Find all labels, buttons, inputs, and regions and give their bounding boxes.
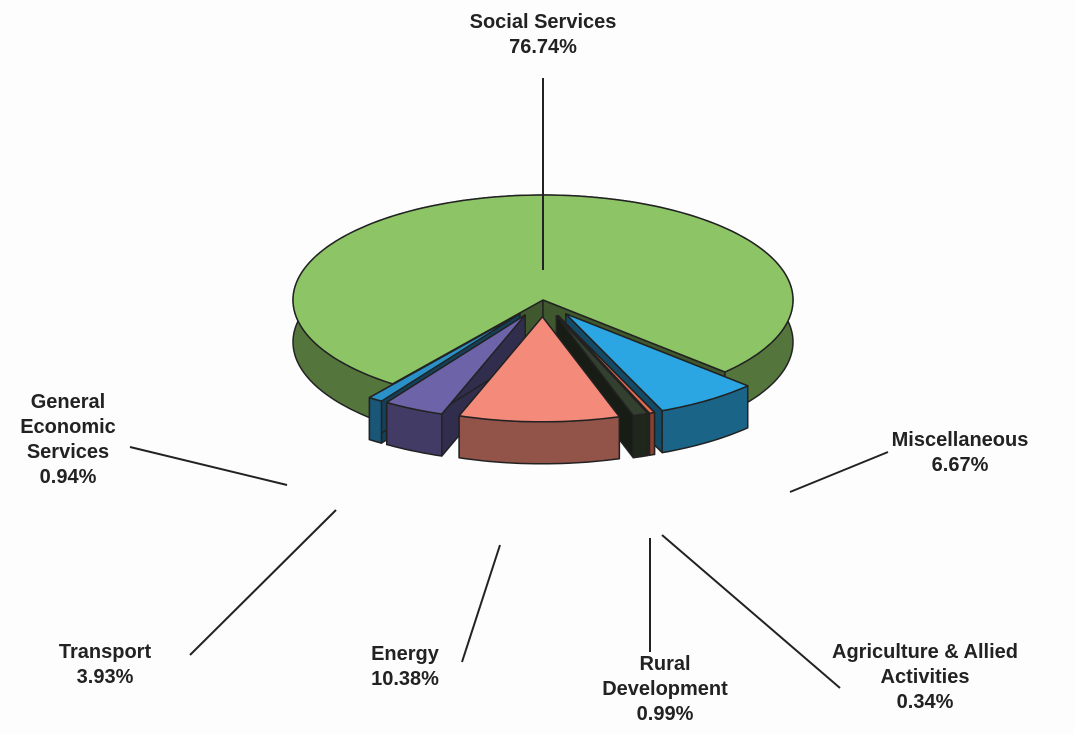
category-label: Agriculture & Allied Activities bbox=[832, 641, 1018, 688]
value-label: 0.94% bbox=[39, 466, 97, 488]
value-label: 10.38% bbox=[371, 668, 439, 690]
leader-line bbox=[461, 544, 501, 663]
category-label: Social Services bbox=[469, 11, 617, 33]
slice-label: Rural Development 0.99% bbox=[590, 652, 740, 727]
category-label: Rural Development bbox=[602, 653, 728, 700]
slice-top bbox=[458, 316, 621, 423]
category-label: Miscellaneous bbox=[891, 429, 1029, 451]
slice-wall bbox=[458, 415, 621, 465]
slice-label: Social Services 76.74% bbox=[443, 10, 643, 60]
slice-label: Energy 10.38% bbox=[345, 642, 465, 692]
slice-wall bbox=[368, 396, 383, 444]
value-label: 76.74% bbox=[509, 36, 577, 58]
leader-line bbox=[129, 446, 288, 486]
slice bbox=[458, 316, 621, 465]
leader-line bbox=[789, 451, 889, 493]
slice bbox=[565, 313, 749, 454]
slice-label: Transport 3.93% bbox=[35, 640, 175, 690]
slice-wall bbox=[648, 411, 656, 457]
slice-top bbox=[557, 314, 656, 415]
value-label: 6.67% bbox=[931, 454, 989, 476]
slice-label: Agriculture & Allied Activities 0.34% bbox=[830, 640, 1020, 715]
category-label: Energy bbox=[371, 643, 439, 665]
slice-top bbox=[368, 312, 521, 402]
slice-label: General Economic Services 0.94% bbox=[3, 390, 133, 490]
value-label: 0.99% bbox=[636, 703, 694, 725]
slice-top bbox=[555, 315, 649, 417]
slice-top bbox=[385, 314, 526, 415]
slice-top bbox=[565, 313, 749, 412]
slice-label: Miscellaneous 6.67% bbox=[870, 428, 1050, 478]
leader-line bbox=[189, 509, 337, 656]
category-label: General Economic Services bbox=[20, 391, 116, 463]
slice-wall bbox=[632, 412, 649, 459]
value-label: 3.93% bbox=[76, 666, 134, 688]
value-label: 0.34% bbox=[896, 691, 954, 713]
category-label: Transport bbox=[58, 641, 152, 663]
slice-top bbox=[292, 194, 794, 385]
leader-line bbox=[661, 534, 841, 689]
